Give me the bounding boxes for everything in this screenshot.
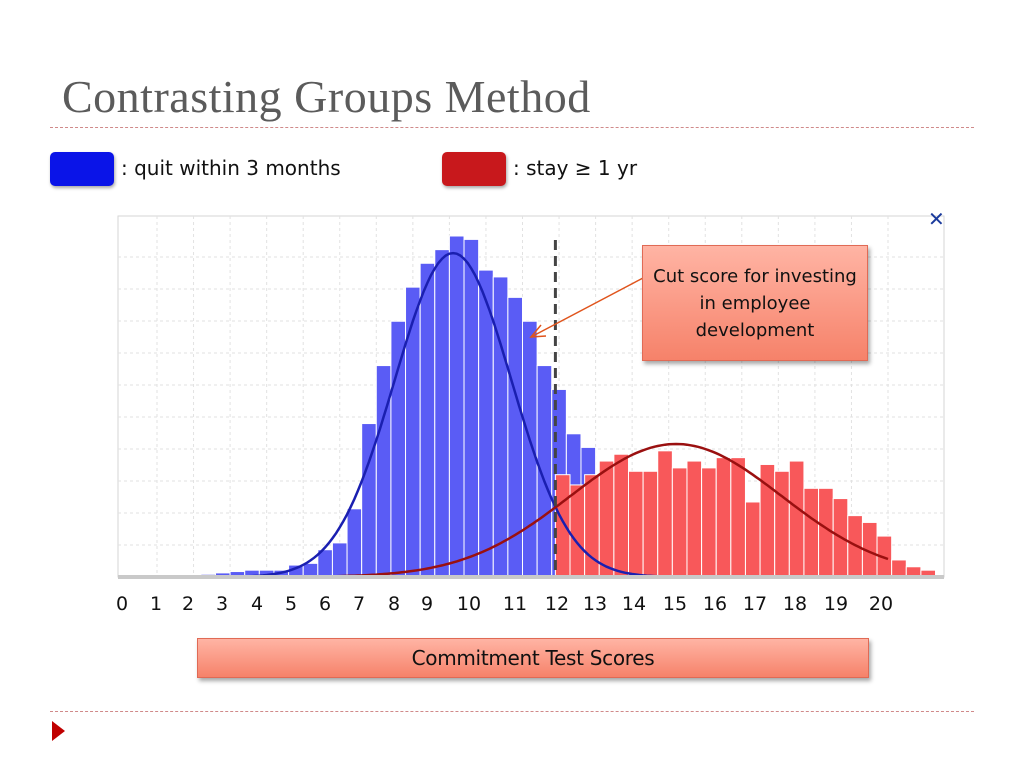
histogram-bar	[788, 460, 805, 578]
histogram-bar	[331, 542, 348, 578]
histogram-bar	[598, 460, 615, 578]
x-tick-label: 6	[319, 593, 331, 615]
histogram-bar	[701, 467, 717, 578]
cut-score-callout: Cut score for investing in employee deve…	[642, 245, 868, 361]
histogram-bar	[390, 320, 407, 578]
histogram-bar	[642, 470, 659, 578]
histogram-bar	[302, 562, 319, 578]
legend-swatch-stay	[442, 152, 506, 186]
histogram-bar	[744, 501, 761, 578]
legend-swatch-quit	[50, 152, 114, 186]
footer-divider	[50, 711, 974, 712]
histogram-bar	[803, 487, 820, 578]
histogram-bar	[730, 457, 746, 578]
histogram-bar	[657, 450, 673, 578]
callout-text: Cut score for investing in employee deve…	[653, 265, 857, 341]
histogram-bar	[522, 320, 538, 578]
histogram-bar	[405, 286, 421, 578]
x-tick-label: 0	[116, 593, 128, 615]
x-tick-label: 10	[457, 593, 481, 615]
x-tick-label: 13	[583, 593, 607, 615]
slide-bullet-icon	[52, 721, 65, 741]
histogram-bar	[554, 474, 571, 578]
x-tick-label: 18	[783, 593, 807, 615]
legend-label-quit: : quit within 3 months	[121, 156, 341, 180]
x-tick-label: 16	[703, 593, 727, 615]
title-divider	[50, 127, 974, 128]
histogram-bar	[463, 238, 480, 578]
x-axis-label-box: Commitment Test Scores	[197, 638, 869, 678]
histogram-bar	[671, 467, 688, 578]
callout-arrowhead	[529, 324, 547, 338]
x-tick-label: 14	[622, 593, 646, 615]
histogram-bar	[891, 559, 907, 578]
histogram-bar	[715, 457, 732, 578]
x-tick-label: 17	[743, 593, 767, 615]
histogram-bar	[346, 508, 363, 578]
x-tick-label: 8	[388, 593, 400, 615]
x-tick-label: 4	[251, 593, 263, 615]
histogram-bar	[774, 470, 790, 578]
histogram-bar	[492, 276, 509, 578]
x-axis-label: Commitment Test Scores	[411, 646, 655, 670]
histogram-chart: 0 1 2 3 4 5 6 7 8 9 10 11 12 13 14 15 16 17 18 19 20 ✕	[116, 207, 945, 615]
slide-title: Contrasting Groups Method	[62, 71, 591, 122]
x-tick-label: 3	[216, 593, 228, 615]
histogram-bar	[434, 249, 450, 578]
x-tick-labels: 0 1 2 3 4 5 6 7 8 9 10 11 12 13 14 15 16 17 18 19 20	[116, 593, 893, 615]
close-icon: ✕	[928, 207, 945, 231]
histogram-bar	[686, 460, 703, 578]
histogram-bar	[627, 470, 644, 578]
histogram-bar	[613, 453, 629, 578]
histogram-bar	[419, 262, 436, 578]
x-tick-label: 1	[150, 593, 162, 615]
legend-label-stay: : stay ≥ 1 yr	[513, 156, 638, 180]
x-tick-label: 11	[503, 593, 527, 615]
histogram-bar	[569, 484, 586, 578]
histogram-bar	[448, 235, 465, 578]
x-tick-label: 5	[285, 593, 297, 615]
x-tick-label: 15	[663, 593, 687, 615]
x-tick-label: 12	[545, 593, 569, 615]
callout-arrow	[530, 277, 644, 338]
x-tick-label: 7	[353, 593, 365, 615]
x-tick-label: 2	[182, 593, 194, 615]
x-tick-label: 19	[824, 593, 848, 615]
x-tick-label: 9	[421, 593, 433, 615]
x-tick-label: 20	[869, 593, 893, 615]
